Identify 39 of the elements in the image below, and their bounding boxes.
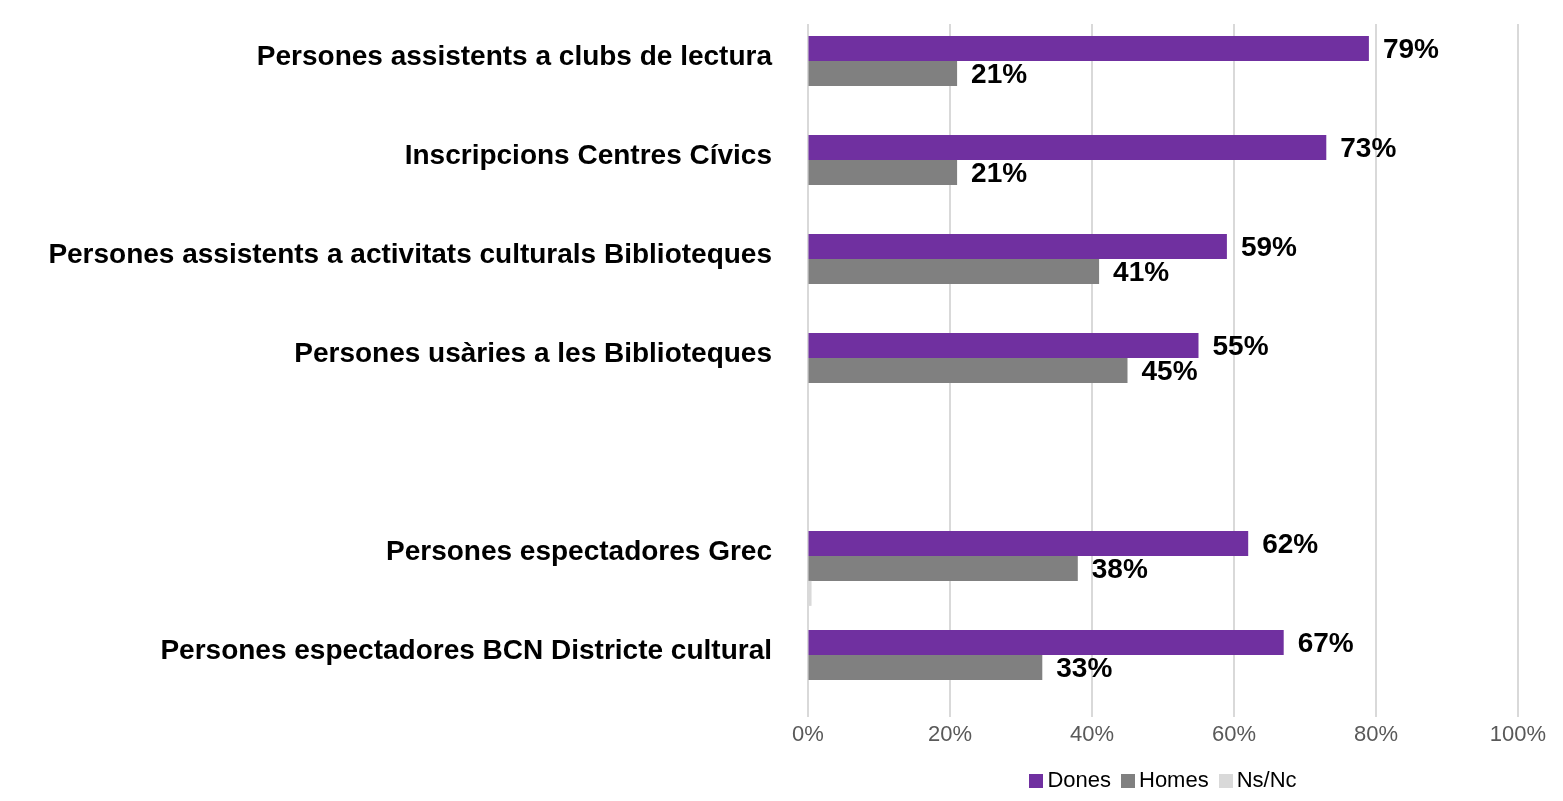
data-label: 55% [1212,330,1269,362]
data-label: 21% [971,157,1028,189]
bar [808,134,1327,160]
data-label: 33% [1056,652,1113,684]
x-tick-label: 60% [1211,720,1257,746]
y-tick-label: Persones espectadores BCN Districte cultural [160,634,772,666]
data-label: 73% [1340,132,1397,164]
data-label: 62% [1262,528,1319,560]
data-label: 21% [971,58,1028,90]
legend-label: Ns/Nc [1236,767,1297,792]
legend-label: Dones [1047,767,1111,792]
bar [808,654,1043,680]
legend-label: Homes [1139,767,1209,792]
bar [808,258,1100,284]
y-tick-label: Persones espectadores Grec [386,535,772,567]
data-label: 79% [1382,33,1440,65]
bar [808,530,1249,556]
data-label: 41% [1113,256,1170,288]
x-tick-label: 80% [1353,720,1399,746]
y-tick-label: Persones assistents a clubs de lectura [256,40,773,72]
x-tick-label: 20% [927,720,973,746]
bar [808,60,958,86]
y-tick-label: Inscripcions Centres Cívics [404,139,772,171]
bar [808,555,1078,581]
bar [808,357,1128,383]
data-label: 59% [1240,231,1298,263]
y-tick-label: Persones usàries a les Biblioteques [294,337,772,369]
x-tick-label: 40% [1069,720,1115,746]
bar [808,332,1199,358]
bar [808,629,1284,655]
bar [808,233,1227,259]
x-tick-label: 100% [1489,720,1547,746]
data-label: 38% [1091,553,1148,585]
y-tick-label: Persones assistents a activitats culturals Biblioteques [48,238,772,270]
data-label: 45% [1141,355,1198,387]
x-tick-label: 0% [792,720,824,746]
bar [808,159,958,185]
data-label: 67% [1297,627,1354,659]
bar [808,35,1369,61]
